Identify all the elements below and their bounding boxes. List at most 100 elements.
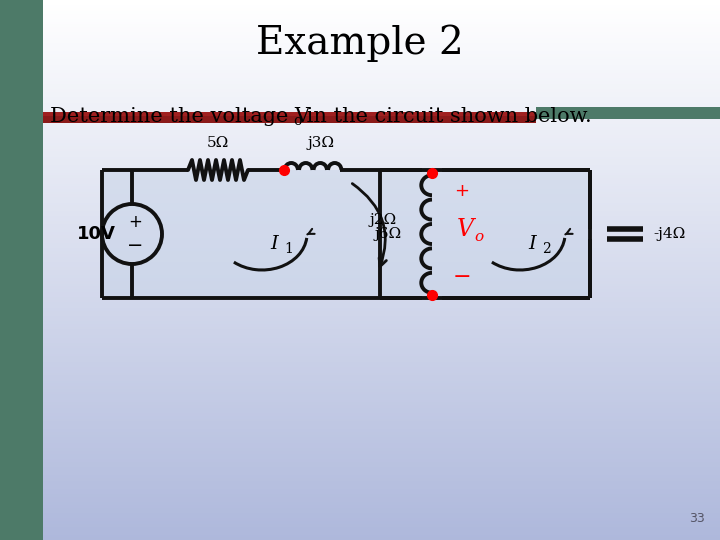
Bar <box>0 3 720 5</box>
Text: j2Ω: j2Ω <box>370 213 397 227</box>
Bar <box>0 5 720 8</box>
Bar <box>0 483 720 486</box>
Bar <box>0 397 720 400</box>
Bar <box>0 265 720 267</box>
Bar <box>0 40 720 43</box>
Bar <box>0 537 720 540</box>
Bar <box>0 221 720 224</box>
Bar <box>0 105 720 108</box>
Bar <box>0 329 720 332</box>
Bar <box>0 373 720 375</box>
Bar <box>0 362 720 364</box>
Bar <box>0 456 720 459</box>
Bar <box>0 383 720 386</box>
Bar <box>0 0 43 540</box>
Bar <box>0 132 720 135</box>
Bar <box>0 178 720 181</box>
Bar <box>0 140 720 143</box>
Bar <box>0 24 720 27</box>
Bar <box>0 208 720 211</box>
Bar <box>0 389 720 392</box>
Bar <box>0 335 720 338</box>
Bar <box>0 35 720 38</box>
Bar <box>0 197 720 200</box>
Bar <box>0 16 720 19</box>
Bar <box>0 424 720 427</box>
Bar <box>0 167 720 170</box>
Bar <box>0 451 720 454</box>
Bar <box>0 516 720 518</box>
Bar <box>0 408 720 410</box>
Bar <box>0 148 720 151</box>
Bar <box>0 243 720 246</box>
Bar <box>0 343 720 346</box>
Bar <box>0 413 720 416</box>
Bar <box>0 448 720 451</box>
Bar <box>0 332 720 335</box>
Bar <box>0 370 720 373</box>
Text: Example 2: Example 2 <box>256 24 464 62</box>
FancyArrowPatch shape <box>352 184 387 266</box>
Bar <box>0 73 720 76</box>
Bar <box>0 284 720 286</box>
Text: o: o <box>293 114 302 128</box>
Bar <box>0 138 720 140</box>
Bar <box>0 359 720 362</box>
Bar <box>0 165 720 167</box>
Bar <box>0 346 720 348</box>
Bar <box>0 410 720 413</box>
Bar <box>0 394 720 397</box>
Bar <box>0 254 720 256</box>
Bar <box>0 278 720 281</box>
Bar <box>0 338 720 340</box>
Bar <box>0 364 720 367</box>
Bar <box>0 521 720 524</box>
Bar <box>0 446 720 448</box>
Bar <box>0 297 720 300</box>
Bar <box>0 62 720 65</box>
Bar <box>0 113 720 116</box>
Text: j6Ω: j6Ω <box>375 227 402 241</box>
Bar <box>0 119 720 122</box>
Bar <box>0 437 720 440</box>
Bar <box>0 289 720 292</box>
Bar <box>0 308 720 310</box>
Bar <box>0 65 720 68</box>
Bar <box>0 524 720 526</box>
Bar <box>0 43 720 46</box>
Bar <box>0 213 720 216</box>
Bar <box>0 49 720 51</box>
Text: 2: 2 <box>542 242 551 256</box>
Bar <box>0 313 720 316</box>
Bar <box>0 157 720 159</box>
Bar <box>0 211 720 213</box>
Bar <box>0 443 720 445</box>
Bar <box>0 240 720 243</box>
Bar <box>0 54 720 57</box>
Bar <box>0 356 720 359</box>
Bar <box>0 500 720 502</box>
Text: −: − <box>453 267 472 287</box>
Bar <box>0 402 720 405</box>
Bar <box>0 70 720 73</box>
Bar <box>0 11 720 14</box>
Text: 5Ω: 5Ω <box>207 136 229 150</box>
Bar <box>0 30 720 32</box>
Bar <box>0 475 720 478</box>
Bar <box>0 513 720 516</box>
Bar <box>0 8 720 11</box>
Bar <box>0 454 720 456</box>
Text: o: o <box>474 230 483 244</box>
Bar <box>0 78 720 81</box>
Bar <box>0 470 720 472</box>
Bar <box>0 108 720 111</box>
Bar <box>0 386 720 389</box>
Text: -j4Ω: -j4Ω <box>653 227 685 241</box>
Bar <box>0 19 720 22</box>
Bar <box>0 0 720 3</box>
Bar <box>0 459 720 462</box>
Bar <box>0 405 720 408</box>
Bar <box>0 224 720 227</box>
Bar <box>0 416 720 418</box>
Text: V: V <box>457 218 474 240</box>
